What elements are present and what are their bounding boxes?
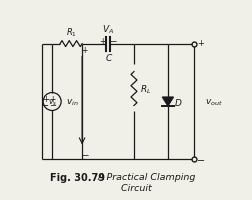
Text: +: + xyxy=(81,45,88,54)
Text: $v_s$: $v_s$ xyxy=(48,97,57,107)
Text: +: + xyxy=(49,95,55,103)
Text: $C$: $C$ xyxy=(105,52,113,63)
Text: $V_A$: $V_A$ xyxy=(102,23,114,35)
Text: A Practical Clamping
        Circuit: A Practical Clamping Circuit xyxy=(97,172,196,192)
Text: −: − xyxy=(49,101,56,110)
Text: +: + xyxy=(99,36,106,45)
Text: +: + xyxy=(42,95,49,103)
Text: −: − xyxy=(109,36,117,45)
Text: −: − xyxy=(198,156,206,166)
Text: −: − xyxy=(81,149,88,158)
Text: $v_{out}$: $v_{out}$ xyxy=(205,97,223,107)
Polygon shape xyxy=(162,98,174,106)
Text: $D$: $D$ xyxy=(174,97,182,107)
Text: $R_1$: $R_1$ xyxy=(66,26,77,38)
Text: −: − xyxy=(41,101,49,111)
Text: $R_L$: $R_L$ xyxy=(140,83,151,95)
Text: +: + xyxy=(198,39,204,48)
Text: $v_{in}$: $v_{in}$ xyxy=(66,97,78,107)
Text: Fig. 30.79: Fig. 30.79 xyxy=(50,172,105,182)
